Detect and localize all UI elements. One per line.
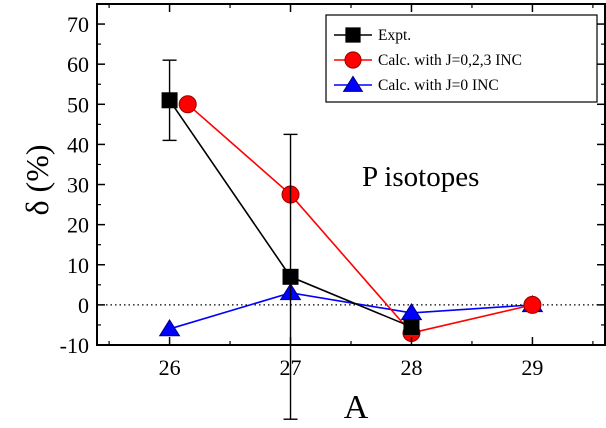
legend: Expt. Calc. with J=0,2,3 INC Calc. with J=…: [325, 14, 598, 103]
x-tick-label: 28: [400, 355, 422, 380]
legend-label: Calc. with J=0 INC: [378, 77, 499, 94]
series-triangle: [158, 282, 544, 337]
y-tick-label: 40: [67, 132, 89, 157]
series-square: [161, 59, 420, 420]
series-line: [187, 103, 533, 334]
x-tick-label: 29: [521, 355, 543, 380]
series-line: [169, 292, 533, 330]
y-tick-label: 30: [67, 173, 89, 198]
data-point: [158, 319, 181, 337]
x-tick-label: 27: [280, 355, 302, 380]
data-point: [523, 295, 542, 314]
y-tick-label: 70: [67, 12, 89, 37]
legend-entry: Calc. with J=0 INC: [334, 75, 499, 94]
data-point: [178, 95, 197, 114]
x-axis-title: A: [344, 389, 369, 426]
y-tick-label: 10: [67, 253, 89, 278]
legend-label: Calc. with J=0,2,3 INC: [378, 52, 522, 69]
legend-entry: Calc. with J=0,2,3 INC: [334, 51, 522, 69]
y-tick-label: 0: [78, 293, 89, 318]
annotation: P isotopes: [362, 161, 479, 193]
y-tick-label: 50: [67, 92, 89, 117]
x-tick-label: 26: [159, 355, 181, 380]
y-tick-label: -10: [60, 333, 89, 358]
y-axis-title: δ (%): [19, 144, 55, 215]
data-point: [403, 318, 420, 335]
data-point: [161, 92, 178, 109]
legend-marker: [344, 51, 362, 69]
legend-label: Expt.: [378, 27, 411, 44]
legend-marker: [342, 75, 364, 92]
data-point: [282, 268, 299, 285]
legend-marker: [345, 27, 361, 43]
y-tick-label: 60: [67, 52, 89, 77]
legend-entry: Expt.: [334, 27, 411, 44]
y-tick-label: 20: [67, 213, 89, 238]
legend-box: [325, 14, 598, 103]
